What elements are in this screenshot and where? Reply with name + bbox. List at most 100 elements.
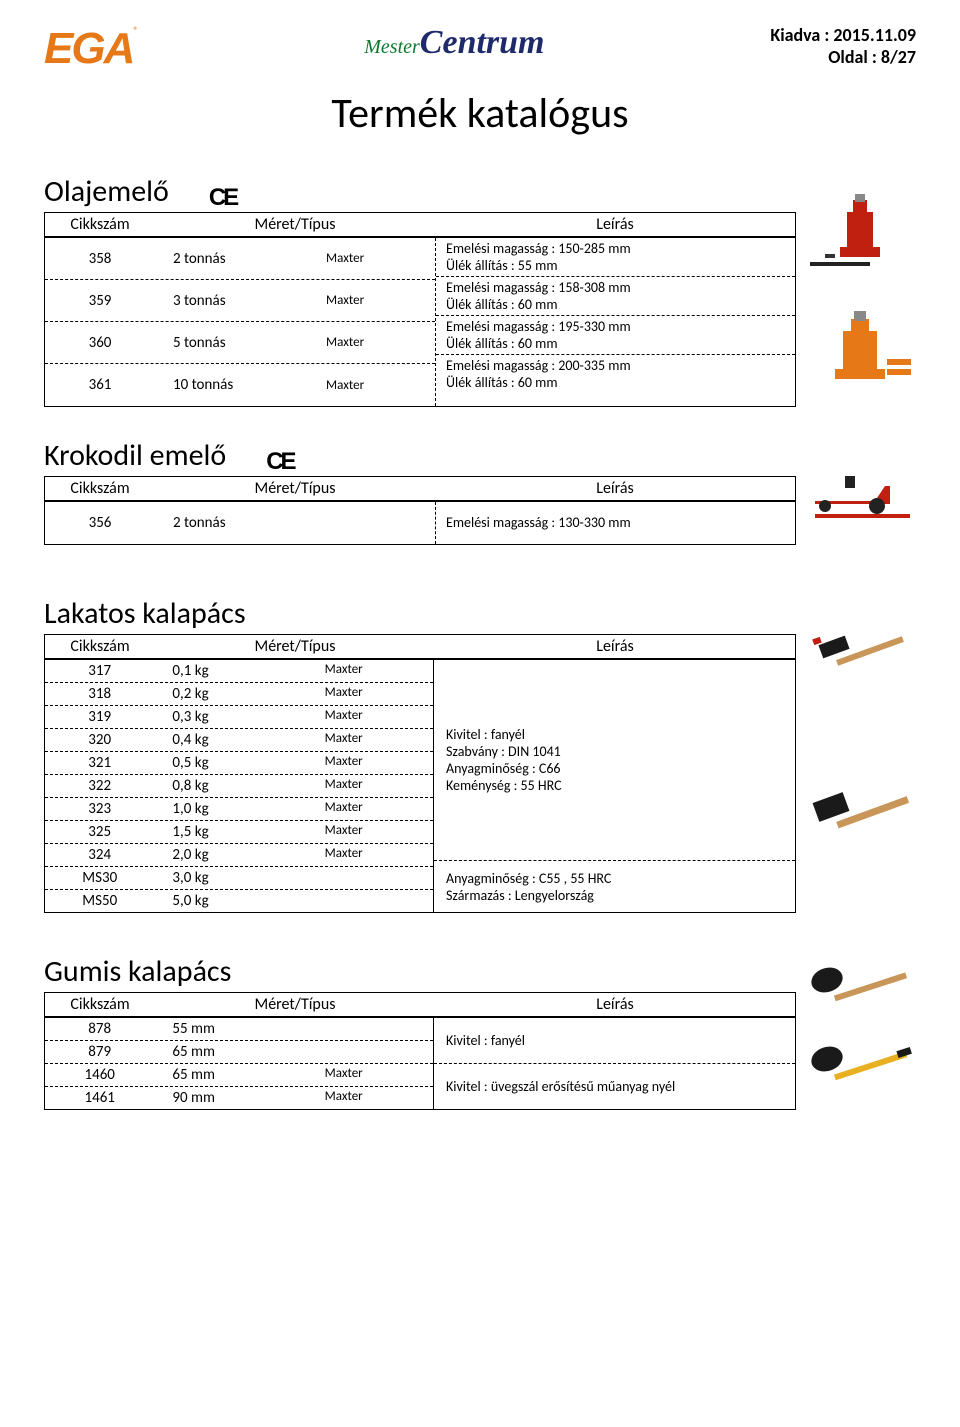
ce-mark-icon: CE [209,184,236,212]
section-lakatos: Lakatos kalapács Cikkszám Méret/Típus Le… [44,595,916,913]
cell-brand [319,867,433,889]
cell-type: 5 tonnás [155,332,320,354]
cell-type: 0,1 kg [154,660,318,682]
cell-type: 1,0 kg [154,798,318,820]
table-row: 356 2 tonnás [45,502,435,544]
cell-brand: Maxter [319,1087,433,1109]
cell-brand: Maxter [320,249,435,268]
col-desc: Leírás [435,213,795,236]
cell-type: 0,2 kg [154,683,318,705]
col-desc: Leírás [435,477,795,500]
col-type: Méret/Típus [155,213,435,236]
desc-block: Anyagminőség : C55 , 55 HRC Származás : … [434,861,795,912]
cell-brand: Maxter [319,1064,433,1086]
table-body: 87855 mm 87965 mm 146065 mmMaxter 146190… [44,1017,796,1110]
section-olajemelo: Olajemelő CE Cikkszám Méret/Típus Leírás… [44,173,916,407]
section-krokodil: Krokodil emelő CE Cikkszám Méret/Típus L… [44,437,916,545]
rubber-mallet-icon [805,962,915,1022]
table-body: 3170,1 kgMaxter 3180,2 kgMaxter 3190,3 k… [44,659,796,913]
cell-cikk: 317 [45,660,154,682]
cell-cikk: 360 [45,332,155,354]
cell-brand [320,521,435,525]
cell-cikk: 1461 [45,1087,154,1109]
desc-block: Kivitel : fanyél [434,1018,795,1064]
cell-brand: Maxter [319,775,433,797]
cell-type: 65 mm [154,1064,318,1086]
logo-ega-text: EGA [44,24,133,74]
cell-brand: Maxter [320,333,435,352]
desc-cell: Emelési magasság : 130-330 mm [436,502,795,533]
image-column [796,953,916,1110]
table-row: 361 10 tonnás Maxter [45,364,435,406]
cell-type: 0,4 kg [154,729,318,751]
cell-type: 65 mm [154,1041,318,1063]
section-gumis: Gumis kalapács Cikkszám Méret/Típus Leír… [44,953,916,1110]
cell-type: 1,5 kg [154,821,318,843]
cell-cikk: 324 [45,844,154,866]
page-number: Oldal : 8/27 [770,46,916,68]
desc-cell: Emelési magasság : 158-308 mm Ülék állít… [436,277,795,316]
hammer-icon [805,620,915,730]
cell-cikk: 1460 [45,1064,154,1086]
cell-type: 2 tonnás [155,512,320,534]
col-desc: Leírás [435,993,795,1016]
cell-cikk: 356 [45,512,155,534]
cell-type: 3 tonnás [155,290,320,312]
cell-cikk: 358 [45,248,155,270]
cell-type: 5,0 kg [154,890,318,912]
cell-brand: Maxter [319,821,433,843]
col-type: Méret/Típus [155,477,435,500]
cell-type: 0,8 kg [154,775,318,797]
cell-brand: Maxter [319,683,433,705]
cell-cikk: 319 [45,706,154,728]
desc-cell: Emelési magasság : 150-285 mm Ülék állít… [436,238,795,277]
table-header: Cikkszám Méret/Típus Leírás [44,992,796,1017]
image-column [796,173,916,407]
col-type: Méret/Típus [155,993,435,1016]
page-title: Termék katalógus [44,88,916,139]
col-cikkszam: Cikkszám [45,477,155,500]
cell-type: 0,3 kg [154,706,318,728]
cell-brand: Maxter [320,291,435,310]
cell-type: 55 mm [154,1018,318,1040]
cell-cikk: 361 [45,374,155,396]
table-row: 358 2 tonnás Maxter [45,238,435,280]
desc-block: Kivitel : fanyél Szabvány : DIN 1041 Any… [434,660,795,861]
bottle-jack-icon [805,309,915,389]
section-title-lakatos: Lakatos kalapács [44,595,796,632]
cell-cikk: 325 [45,821,154,843]
cell-type: 2,0 kg [154,844,318,866]
table-row: 359 3 tonnás Maxter [45,280,435,322]
cell-cikk: 878 [45,1018,154,1040]
logo-mestercentrum: MesterCentrum [138,24,770,62]
logo-ega: EGA ® [44,24,138,74]
cell-cikk: 323 [45,798,154,820]
col-cikkszam: Cikkszám [45,635,155,658]
image-column [796,595,916,913]
cell-cikk: 320 [45,729,154,751]
section-title-olaj: Olajemelő [44,173,169,210]
cell-brand: Maxter [319,798,433,820]
cell-brand [319,1041,433,1063]
logo-mester-text: Mester [364,36,420,58]
header: EGA ® MesterCentrum Kiadva : 2015.11.09 … [44,24,916,74]
sledge-hammer-icon [805,779,915,889]
section-title-gumis: Gumis kalapács [44,953,796,990]
cell-cikk: 322 [45,775,154,797]
cell-cikk: 318 [45,683,154,705]
table-header: Cikkszám Méret/Típus Leírás [44,212,796,237]
table-header: Cikkszám Méret/Típus Leírás [44,634,796,659]
cell-brand: Maxter [320,376,435,395]
cell-type: 90 mm [154,1087,318,1109]
table-body: 356 2 tonnás Emelési magasság : 130-330 … [44,501,796,545]
desc-block: Kivitel : üvegszál erősítésű műanyag nyé… [434,1064,795,1109]
header-right: Kiadva : 2015.11.09 Oldal : 8/27 [770,24,916,68]
cell-type: 10 tonnás [155,374,320,396]
cell-cikk: MS50 [45,890,154,912]
logo-centrum-text: Centrum [420,24,545,61]
col-cikkszam: Cikkszám [45,213,155,236]
cell-brand [319,1018,433,1040]
cell-cikk: 359 [45,290,155,312]
image-column [796,437,916,545]
section-title-krokodil: Krokodil emelő [44,437,226,474]
